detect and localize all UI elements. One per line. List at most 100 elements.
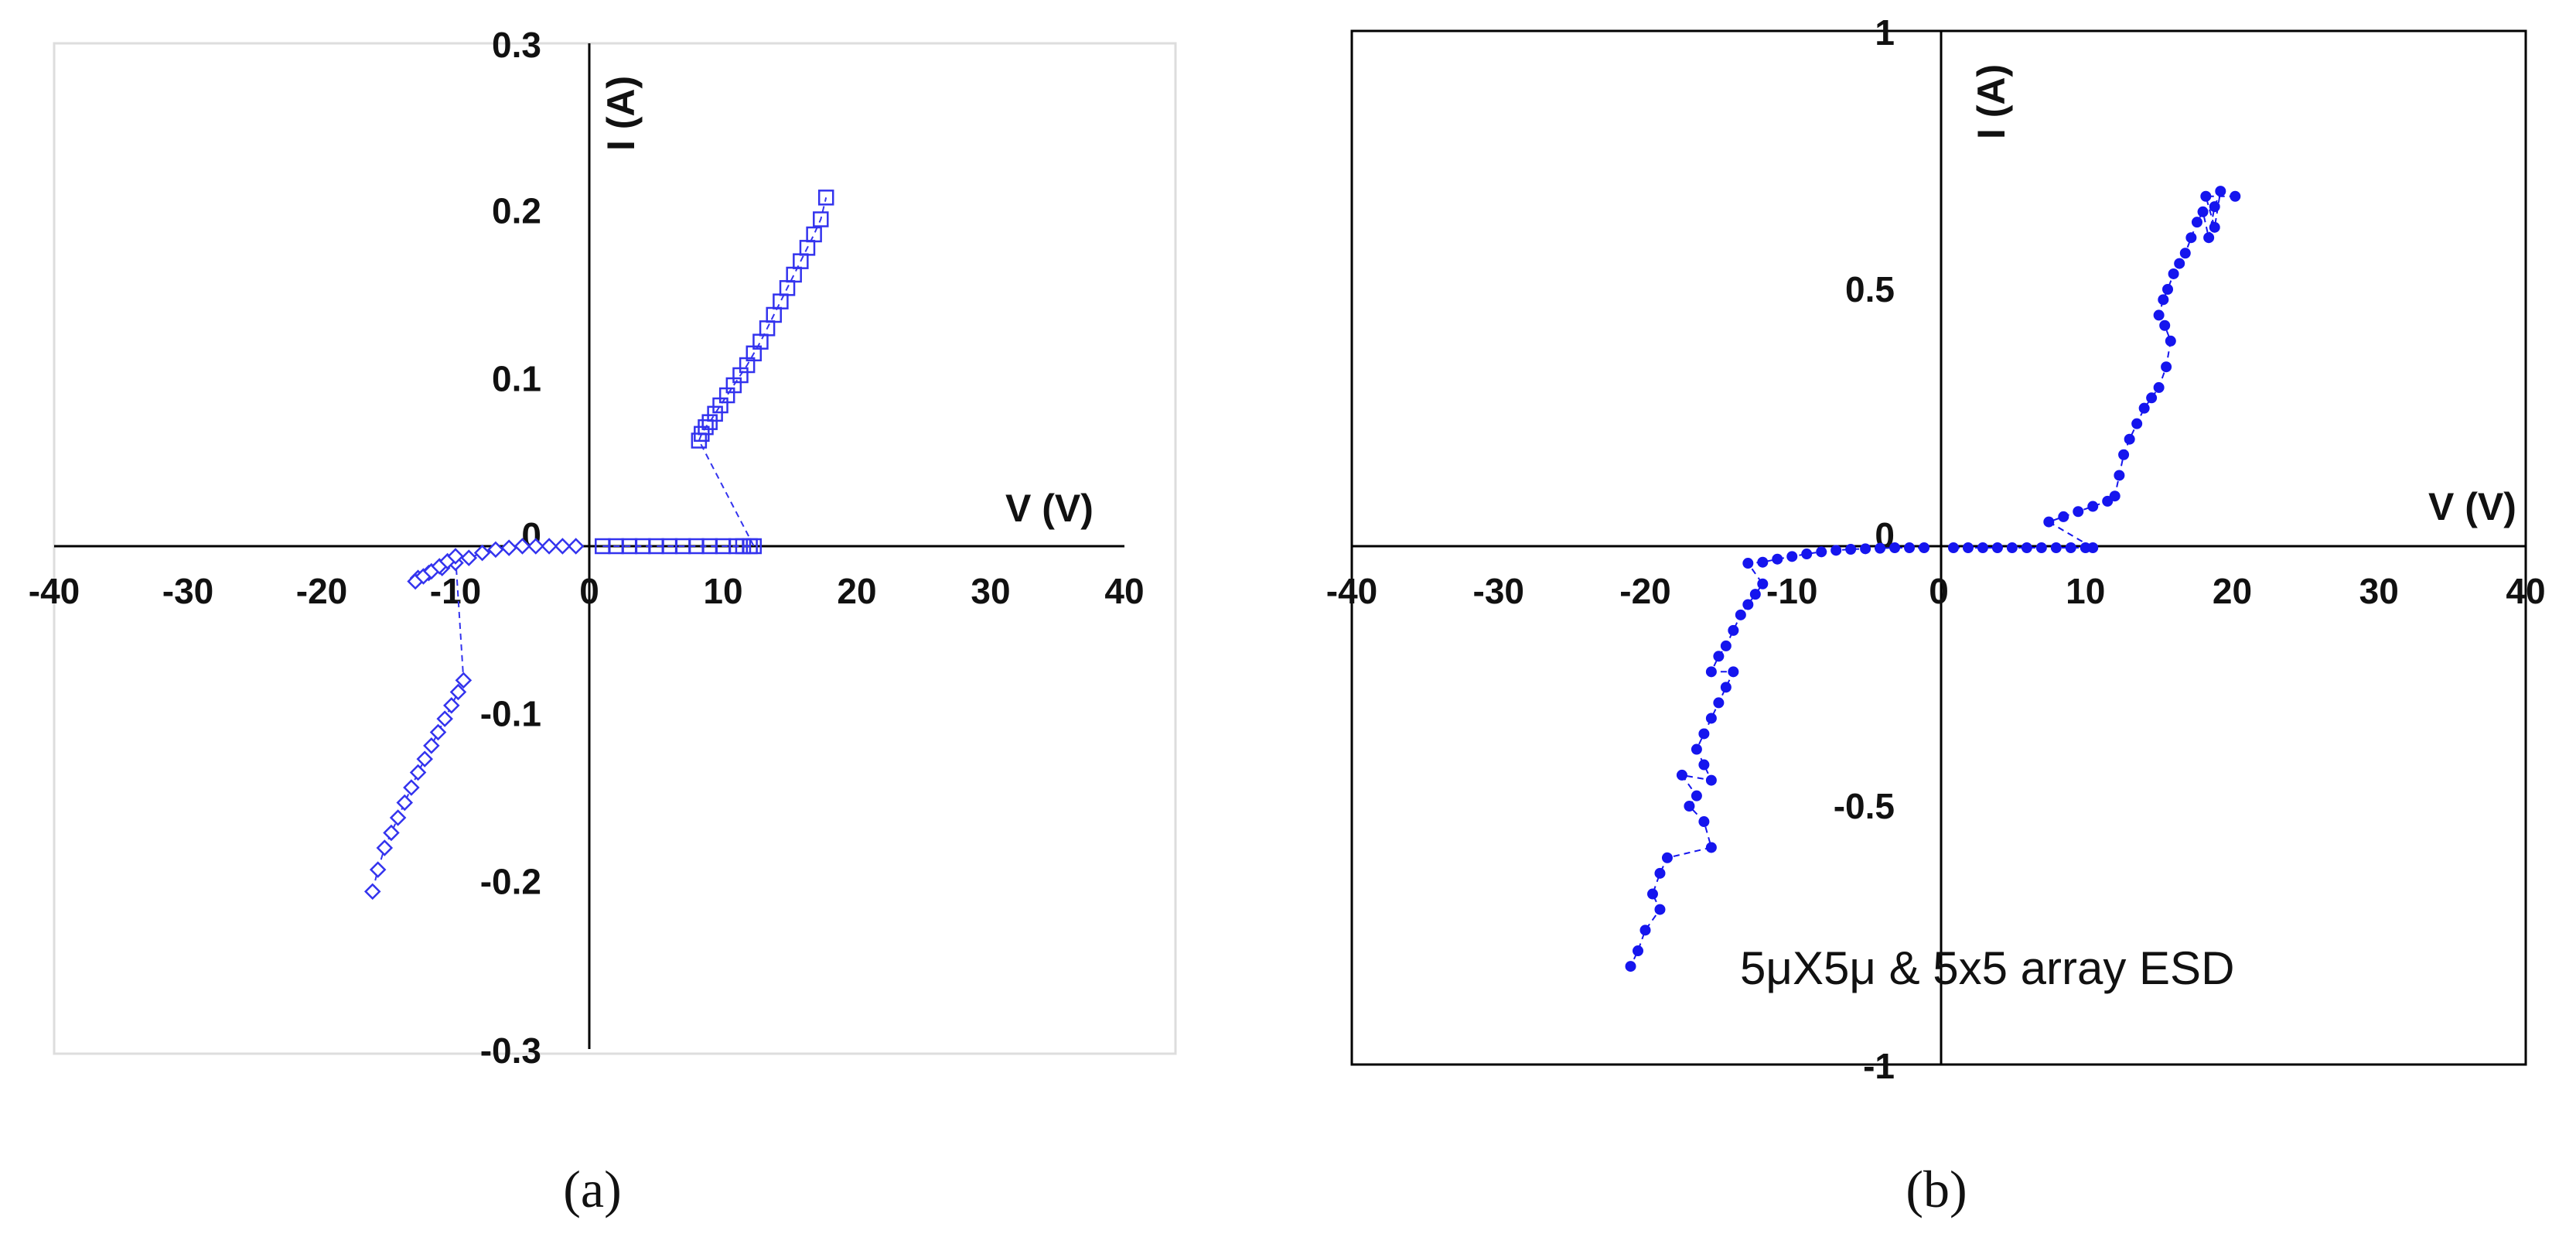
data-point: [2174, 258, 2185, 269]
x-tick-label: 0: [1929, 571, 1949, 611]
panel-b-annotation: 5μX5μ & 5x5 array ESD: [1740, 942, 2234, 994]
data-point: [1625, 961, 1636, 972]
y-tick-label: 0.2: [492, 191, 541, 231]
x-tick-label: -20: [1619, 571, 1670, 611]
data-point: [2065, 542, 2076, 553]
data-point: [2230, 190, 2241, 202]
data-point: [2073, 506, 2084, 518]
data-point: [2165, 335, 2176, 347]
data-point: [1757, 578, 1769, 590]
data-point: [455, 672, 473, 689]
data-point: [2162, 284, 2174, 295]
data-point: [389, 809, 407, 826]
panel-b-frame: [1350, 29, 2527, 1066]
panel-a-points: [363, 190, 834, 901]
data-point: [460, 549, 478, 566]
data-point: [1830, 545, 1842, 556]
x-tick-label: 40: [2506, 571, 2545, 611]
data-point: [2197, 206, 2209, 217]
data-point: [698, 419, 714, 436]
data-point: [429, 723, 447, 741]
x-tick-label: -30: [162, 571, 213, 611]
data-point: [1860, 543, 1871, 555]
data-point: [1749, 589, 1761, 600]
data-point: [817, 190, 834, 206]
data-point: [1904, 542, 1916, 553]
data-point: [363, 883, 381, 901]
data-point: [2159, 320, 2171, 331]
caption-b: (b): [1906, 1160, 1967, 1218]
data-point: [701, 414, 718, 430]
data-point: [567, 538, 585, 555]
data-point: [2158, 294, 2169, 306]
panel-a-x-ticks: -40 -30 -20 -10 0 10 20 30 40: [29, 571, 1145, 611]
data-point: [1639, 924, 1651, 936]
data-point: [1786, 551, 1798, 562]
data-point: [707, 405, 723, 422]
data-point: [500, 539, 517, 556]
data-point: [1728, 666, 1739, 678]
series-connector-line: [602, 197, 827, 547]
data-point: [2215, 186, 2226, 197]
data-point: [443, 697, 460, 714]
y-tick-label: 0.1: [492, 358, 541, 398]
data-point: [1801, 549, 1813, 560]
data-point: [1661, 852, 1673, 863]
panel-a: -40 -30 -20 -10 0 10 20 30 40 0.3 0.2 0.1 0 -0.1 -0.2…: [29, 25, 1177, 1071]
y-tick-label: 0.5: [1845, 269, 1895, 309]
data-point: [1654, 867, 1666, 879]
data-point: [473, 544, 491, 562]
data-point: [1705, 842, 1717, 853]
x-tick-label: -20: [296, 571, 347, 611]
y-tick-label: 0.3: [492, 25, 541, 65]
x-tick-label: 40: [1104, 571, 1144, 611]
data-point: [1684, 801, 1695, 812]
panel-b-y-ticks: 10.50-0.5-1: [1834, 12, 1895, 1086]
data-point: [2200, 190, 2212, 202]
data-point: [2185, 232, 2197, 244]
data-point: [449, 683, 467, 701]
data-point: [2153, 309, 2165, 321]
data-point: [403, 779, 420, 796]
data-point: [813, 211, 829, 227]
data-point: [1875, 542, 1886, 554]
data-point: [2153, 381, 2165, 393]
data-point: [2109, 490, 2121, 502]
data-point: [2168, 268, 2179, 279]
data-point: [2102, 495, 2114, 507]
data-point: [2203, 232, 2215, 244]
data-point: [1947, 542, 1959, 553]
panel-a-frame: [53, 42, 1177, 1055]
data-point: [2050, 542, 2062, 553]
y-tick-label: 1: [1875, 12, 1895, 53]
x-tick-label: -10: [430, 571, 481, 611]
x-tick-label: -40: [29, 571, 80, 611]
x-tick-label: 0: [579, 571, 599, 611]
data-point: [1977, 542, 1988, 553]
data-point: [1720, 640, 1732, 651]
x-tick-label: -40: [1326, 571, 1377, 611]
data-point: [1705, 713, 1717, 724]
data-point: [1772, 553, 1783, 565]
panel-b-points: [1625, 186, 2241, 972]
data-point: [527, 538, 544, 555]
x-tick-label: 10: [2066, 571, 2105, 611]
data-point: [369, 861, 387, 878]
data-point: [2043, 516, 2055, 528]
caption-a: (a): [563, 1160, 621, 1218]
data-point: [376, 839, 394, 856]
y-tick-label: -0.5: [1834, 786, 1895, 826]
data-point: [1691, 743, 1702, 755]
y-tick-label: -0.2: [480, 861, 541, 901]
data-point: [1757, 556, 1769, 568]
data-point: [1816, 546, 1827, 558]
data-point: [2161, 361, 2172, 373]
data-point: [1720, 682, 1732, 693]
data-point: [1889, 542, 1901, 553]
data-point: [436, 710, 453, 727]
data-point: [1735, 609, 1746, 620]
data-point: [2058, 511, 2069, 522]
data-point: [487, 541, 504, 559]
panel-b-y-axis-label: I (A): [1970, 64, 2013, 139]
data-point: [1691, 790, 1702, 801]
